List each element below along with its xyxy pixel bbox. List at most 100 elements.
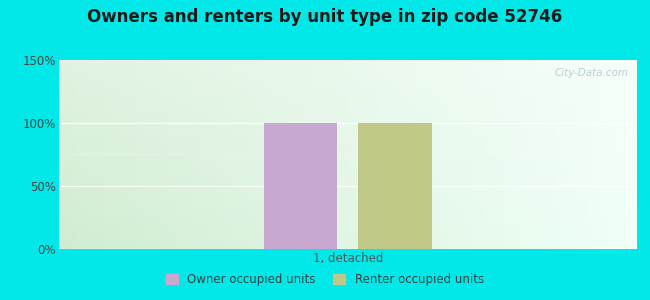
Bar — [58, 131, 637, 133]
Bar — [58, 173, 637, 176]
Bar — [142, 60, 146, 249]
Bar — [487, 60, 489, 249]
Bar — [58, 143, 637, 145]
Bar — [218, 60, 220, 249]
Bar — [466, 60, 469, 249]
Bar — [58, 228, 637, 230]
Bar — [417, 60, 420, 249]
Bar — [541, 60, 545, 249]
Bar — [224, 60, 226, 249]
Bar — [504, 60, 507, 249]
Bar — [356, 60, 359, 249]
Bar — [157, 60, 160, 249]
Bar — [58, 88, 637, 91]
Text: Owners and renters by unit type in zip code 52746: Owners and renters by unit type in zip c… — [87, 8, 563, 26]
Bar — [235, 60, 238, 249]
Bar — [414, 60, 417, 249]
Bar — [614, 60, 617, 249]
Bar — [246, 60, 250, 249]
Bar — [87, 60, 90, 249]
Bar — [220, 60, 224, 249]
Bar — [58, 195, 637, 197]
Bar — [342, 60, 345, 249]
Bar — [551, 60, 553, 249]
Bar — [58, 103, 637, 105]
Bar — [599, 60, 603, 249]
Bar — [58, 117, 637, 119]
Bar — [58, 124, 637, 126]
Bar — [180, 60, 183, 249]
Bar — [406, 60, 408, 249]
Bar — [58, 230, 637, 232]
Bar — [200, 60, 203, 249]
Bar — [105, 60, 108, 249]
Bar — [449, 60, 452, 249]
Bar — [371, 60, 374, 249]
Bar — [420, 60, 423, 249]
Bar — [240, 60, 244, 249]
Bar — [58, 190, 637, 192]
Bar — [316, 60, 318, 249]
Bar — [58, 145, 637, 147]
Bar — [58, 65, 637, 67]
Bar — [70, 60, 73, 249]
Bar — [423, 60, 426, 249]
Bar — [172, 60, 174, 249]
Bar — [278, 60, 281, 249]
Bar — [368, 60, 371, 249]
Bar — [61, 60, 64, 249]
Bar — [93, 60, 96, 249]
Bar — [58, 128, 637, 131]
Bar — [264, 123, 337, 249]
Bar — [631, 60, 634, 249]
Bar — [177, 60, 180, 249]
Bar — [292, 60, 296, 249]
Bar — [472, 60, 475, 249]
Bar — [214, 60, 218, 249]
Bar — [58, 60, 637, 62]
Bar — [58, 164, 637, 166]
Bar — [58, 232, 637, 235]
Bar — [58, 218, 637, 220]
Bar — [58, 60, 61, 249]
Bar — [553, 60, 556, 249]
Bar — [192, 60, 194, 249]
Bar — [440, 60, 443, 249]
Bar — [313, 60, 316, 249]
Bar — [168, 60, 172, 249]
Bar — [382, 60, 385, 249]
Bar — [58, 181, 637, 183]
Bar — [116, 60, 119, 249]
Bar — [556, 60, 559, 249]
Bar — [408, 60, 411, 249]
Bar — [562, 60, 565, 249]
Bar — [58, 147, 637, 150]
Bar — [58, 119, 637, 122]
Bar — [588, 60, 591, 249]
Bar — [577, 60, 579, 249]
Bar — [136, 60, 140, 249]
Bar — [359, 60, 362, 249]
Bar — [521, 60, 524, 249]
Bar — [322, 60, 324, 249]
Bar — [374, 60, 377, 249]
Bar — [73, 60, 76, 249]
Bar — [58, 216, 637, 218]
Bar — [585, 60, 588, 249]
Bar — [58, 110, 637, 112]
Bar — [255, 60, 258, 249]
Bar — [58, 185, 637, 188]
Bar — [58, 86, 637, 88]
Bar — [58, 221, 637, 223]
Bar — [198, 60, 200, 249]
Bar — [58, 84, 637, 86]
Bar — [634, 60, 637, 249]
Bar — [58, 166, 637, 169]
Bar — [365, 60, 368, 249]
Bar — [58, 152, 637, 154]
Bar — [318, 60, 322, 249]
Bar — [82, 60, 85, 249]
Bar — [469, 60, 472, 249]
Bar — [354, 60, 356, 249]
Bar — [348, 60, 350, 249]
